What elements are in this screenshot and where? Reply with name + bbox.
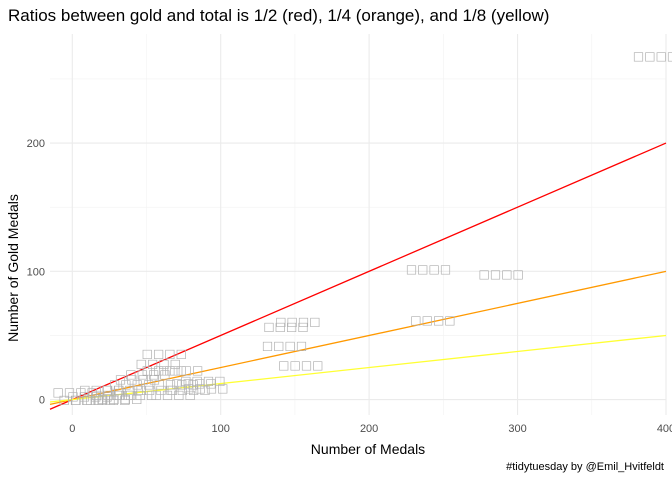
chart-title: Ratios between gold and total is 1/2 (re… <box>8 6 549 25</box>
chart-caption: #tidytuesday by @Emil_Hvitfeldt <box>506 461 664 473</box>
reference-lines <box>49 142 667 410</box>
point-label: □□□□ <box>97 391 142 405</box>
x-tick-label: 300 <box>508 423 526 435</box>
point-label: □□□□ <box>136 357 181 371</box>
point-label: □□□□ <box>171 376 216 390</box>
grid-lines <box>50 34 667 415</box>
y-tick-label: 200 <box>27 138 45 150</box>
point-label: □□□□ <box>410 313 455 327</box>
ratio-line <box>49 142 667 410</box>
point-label: □□□□ <box>406 262 451 276</box>
point-label: □□□□ <box>70 393 115 407</box>
point-label: □□□□ <box>67 389 112 403</box>
x-axis-title: Number of Medals <box>311 441 425 457</box>
point-label: □□□□ <box>109 377 154 391</box>
y-tick-label: 0 <box>39 395 45 407</box>
point-label: □□□□ <box>142 363 187 377</box>
point-label: □□□□ <box>151 387 196 401</box>
point-label: □□□□ <box>180 373 225 387</box>
y-axis-title: Number of Gold Medals <box>5 194 21 342</box>
point-label: □□□□ <box>262 339 307 353</box>
point-label: □□□□ <box>53 385 98 399</box>
point-label: □□□□ <box>85 393 130 407</box>
point-label: □□□□ <box>112 387 157 401</box>
point-label: □□□□ <box>142 346 187 360</box>
y-tick-label: 100 <box>27 266 45 278</box>
ratio-line <box>49 270 667 406</box>
x-tick-label: 100 <box>212 423 230 435</box>
x-tick-label: 0 <box>69 423 75 435</box>
point-label: □□□□ <box>275 314 320 328</box>
ratio-line <box>49 334 667 403</box>
point-label: □□□□ <box>263 319 308 333</box>
point-label: □□□□ <box>115 372 160 386</box>
point-label: □□□□ <box>58 393 103 407</box>
point-label: □□□□ <box>91 387 136 401</box>
point-label: □□□□ <box>633 49 672 63</box>
point-label: □□□□ <box>102 382 147 396</box>
axis-ticks: 0 100 200 300 400 0 100 200 <box>27 138 672 435</box>
point-label: □□□□ <box>133 382 178 396</box>
point-label: □□□□ <box>479 267 524 281</box>
x-tick-label: 400 <box>657 423 672 435</box>
point-label: □□□□ <box>183 381 228 395</box>
x-tick-label: 200 <box>360 423 378 435</box>
point-labels: □□□ □□□□ □□□□□□□□□□□□□□□□□□□□□□□□□□□□□□□□□… <box>53 49 672 407</box>
point-label: □□□□ <box>153 377 198 391</box>
point-label: □□□□ <box>158 363 203 377</box>
point-label: □□□□ <box>278 358 323 372</box>
point-label: □□□□ <box>125 367 170 381</box>
point-label: □□□□ <box>79 382 124 396</box>
point-label: □□□□ <box>165 382 210 396</box>
